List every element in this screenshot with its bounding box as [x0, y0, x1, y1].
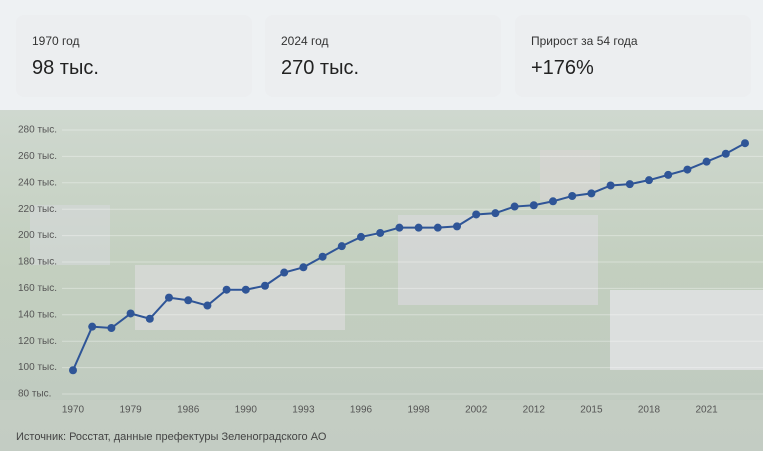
point: [69, 366, 77, 375]
y-tick-label: 220 тыс.: [18, 204, 57, 215]
point: [453, 222, 461, 231]
point: [414, 223, 423, 232]
point: [299, 263, 308, 272]
point: [203, 301, 212, 310]
point: [549, 197, 557, 206]
point: [145, 314, 154, 323]
point: [357, 232, 365, 241]
stat-card: 2024 год 270 тыс.: [265, 15, 501, 97]
x-tick-label: 1986: [177, 405, 200, 416]
x-tick-label: 2018: [638, 405, 661, 416]
source-note: Источник: Росстат, данные префектуры Зел…: [16, 431, 327, 443]
y-tick-label: 100 тыс.: [18, 362, 57, 373]
y-tick-label: 240 тыс.: [18, 177, 57, 188]
y-tick-label: 180 тыс.: [18, 257, 57, 268]
point: [529, 201, 538, 210]
x-tick-label: 1996: [350, 405, 373, 416]
point: [721, 149, 730, 158]
y-tick-label: 80 тыс.: [18, 389, 51, 400]
point: [337, 242, 346, 251]
point: [280, 268, 289, 277]
x-tick-label: 2002: [465, 405, 488, 416]
point: [702, 157, 711, 166]
y-tick-label: 140 тыс.: [18, 309, 57, 320]
y-tick-label: 280 тыс.: [18, 125, 57, 136]
card-value: 270 тыс.: [281, 57, 360, 79]
point: [318, 252, 327, 261]
stat-card: Прирост за 54 года +176%: [515, 15, 751, 97]
point: [165, 293, 173, 302]
x-tick-label: 1970: [62, 405, 85, 416]
card-label: Прирост за 54 года: [531, 34, 638, 48]
card-value: 98 тыс.: [32, 57, 99, 79]
x-tick-label: 1993: [292, 405, 315, 416]
point: [88, 322, 97, 331]
point: [472, 210, 481, 219]
point: [491, 209, 500, 218]
x-tick-label: 1990: [235, 405, 258, 416]
point: [683, 165, 692, 174]
line: [72, 142, 746, 371]
point: [241, 285, 250, 294]
point: [395, 223, 404, 232]
x-tick-label: 2015: [580, 405, 603, 416]
x-tick-label: 1998: [407, 405, 430, 416]
point: [107, 324, 116, 332]
card-label: 2024 год: [281, 34, 329, 48]
point: [126, 309, 135, 318]
point: [606, 181, 615, 190]
point: [664, 170, 673, 179]
y-tick-label: 160 тыс.: [18, 283, 57, 294]
point: [261, 281, 269, 290]
point: [184, 296, 193, 305]
point: [376, 228, 385, 237]
point: [587, 189, 596, 198]
point: [510, 202, 519, 211]
y-tick-label: 200 тыс.: [18, 230, 57, 241]
y-tick-label: 120 тыс.: [18, 336, 57, 347]
x-tick-label: 1979: [119, 405, 142, 416]
card-label: 1970 год: [32, 34, 80, 48]
point: [625, 180, 634, 189]
stat-card: 1970 год 98 тыс.: [16, 15, 252, 97]
x-tick-label: 2012: [523, 405, 546, 416]
point: [645, 176, 653, 185]
point: [222, 285, 231, 294]
point: [741, 139, 749, 148]
y-tick-label: 260 тыс.: [18, 151, 57, 162]
point: [433, 223, 442, 232]
x-tick-label: 2021: [695, 405, 718, 416]
card-value: +176%: [531, 57, 594, 79]
point: [568, 192, 577, 200]
